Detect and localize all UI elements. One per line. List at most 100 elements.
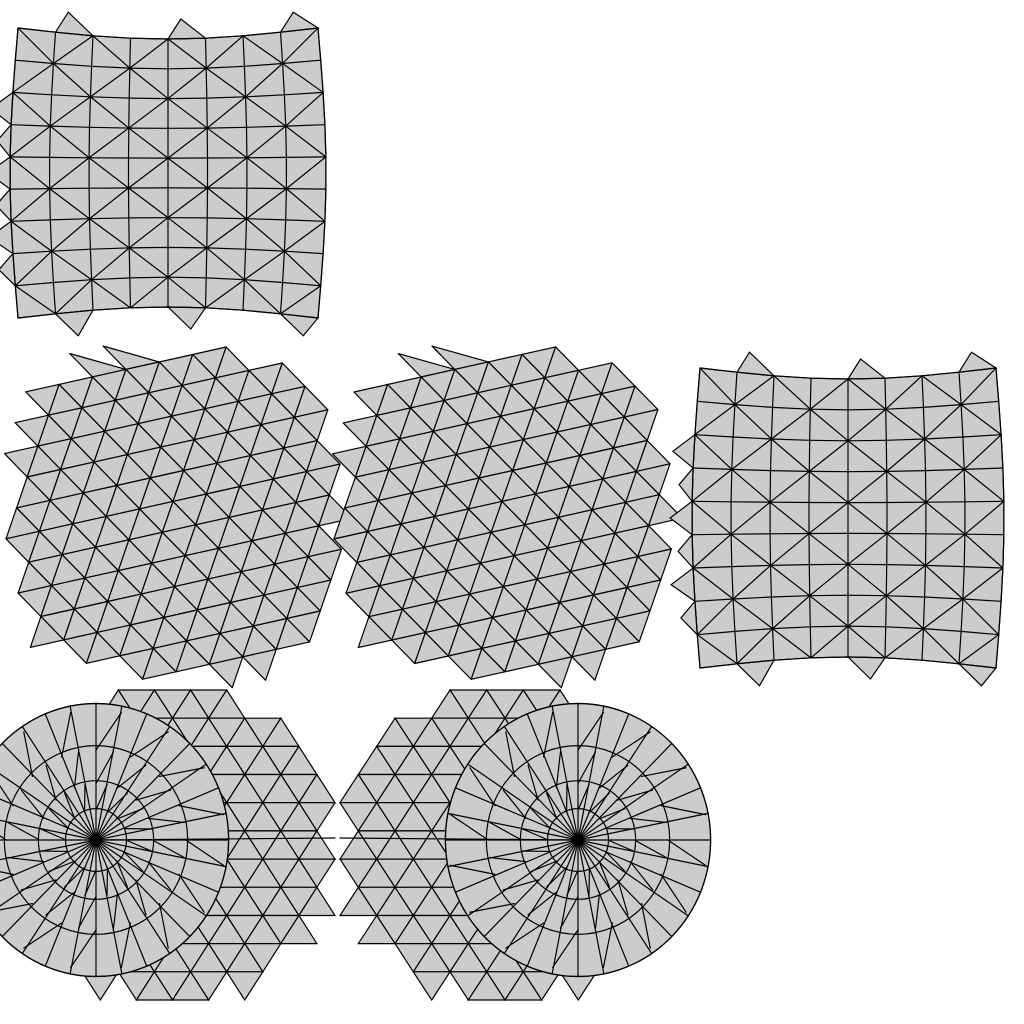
- mesh-edge: [128, 127, 169, 159]
- seam-edge: [339, 837, 579, 841]
- mesh-edge: [577, 711, 604, 751]
- mesh-edge: [958, 371, 966, 665]
- mesh-edge: [691, 367, 701, 669]
- mesh-edge: [54, 279, 93, 315]
- mesh-edge: [10, 220, 53, 252]
- mesh-edge: [135, 879, 147, 916]
- mesh-edge: [923, 438, 965, 471]
- mesh-edge: [530, 808, 551, 830]
- mesh-edge: [151, 839, 185, 859]
- mesh-edge: [49, 96, 92, 127]
- mesh-edge: [64, 792, 76, 820]
- mesh-edge: [52, 35, 94, 65]
- island-top-left: [0, 11, 327, 337]
- mesh-edge: [884, 628, 924, 659]
- mesh-edge: [106, 792, 128, 813]
- mesh-edge: [23, 922, 63, 949]
- mesh-edge: [847, 563, 887, 597]
- mesh-face: [242, 648, 277, 681]
- mesh-edge: [808, 532, 849, 565]
- mesh-edge: [9, 125, 51, 158]
- mesh-edge: [178, 873, 205, 913]
- mesh-edge: [964, 500, 1005, 535]
- mesh-face: [338, 886, 378, 917]
- mesh-edge: [963, 434, 1002, 471]
- mesh-edge: [885, 595, 924, 630]
- mesh-edge: [77, 895, 97, 929]
- mesh-edge: [546, 792, 558, 820]
- mesh-edge: [206, 218, 248, 249]
- mesh-edge: [847, 408, 887, 442]
- pole-spoke: [551, 705, 579, 841]
- mesh-edge: [543, 711, 554, 758]
- pole-spoke: [0, 773, 97, 841]
- mesh-edge: [64, 867, 86, 888]
- mesh-edge: [245, 218, 285, 252]
- pole-spoke: [577, 839, 605, 975]
- mesh-edge: [48, 188, 91, 220]
- mesh-edge: [205, 35, 244, 69]
- mesh-edge: [489, 856, 527, 863]
- pole-spoke: [95, 839, 220, 893]
- pole-spoke: [577, 839, 689, 917]
- mesh-edge: [167, 217, 208, 249]
- pole-spoke: [95, 812, 227, 841]
- pole-spoke: [503, 839, 579, 955]
- mesh-edge: [449, 864, 496, 875]
- mesh-edge: [962, 567, 1004, 600]
- pole-spoke: [0, 798, 97, 841]
- mesh-edge: [317, 27, 327, 319]
- pole-spoke: [447, 812, 579, 841]
- mesh-edge: [594, 891, 601, 929]
- mesh-edge: [958, 634, 1000, 665]
- mesh-edge: [769, 375, 775, 661]
- pole-spoke: [44, 713, 97, 841]
- mesh-edge: [527, 891, 557, 916]
- pole-spoke: [526, 839, 579, 967]
- mesh-edge: [243, 250, 285, 281]
- pole-spoke: [0, 819, 97, 841]
- seam-edge: [95, 837, 336, 841]
- mesh-edge: [886, 532, 927, 567]
- mesh-edge: [730, 371, 738, 665]
- mesh-edge: [598, 808, 626, 820]
- mesh-edge: [960, 404, 1002, 436]
- pole-spoke: [0, 839, 97, 882]
- pole-spoke: [1, 742, 97, 841]
- mesh-edge: [285, 125, 327, 158]
- mesh-edge: [61, 711, 72, 758]
- mesh-edge: [530, 860, 558, 872]
- pole-spoke: [21, 839, 97, 955]
- mesh-edge: [52, 62, 92, 98]
- mesh-edge: [599, 764, 629, 789]
- pole-spoke: [577, 839, 709, 868]
- pole-spoke: [577, 787, 702, 841]
- pole-spoke: [95, 787, 220, 841]
- mesh-edge: [809, 563, 849, 597]
- mesh-edge: [204, 37, 209, 309]
- mesh-edge: [617, 789, 654, 801]
- mesh-edge: [12, 91, 51, 127]
- pole-spoke: [577, 713, 630, 841]
- mesh-edge: [45, 891, 75, 916]
- pole-spoke: [95, 705, 123, 841]
- pole-spoke: [577, 812, 709, 841]
- mesh-edge: [73, 751, 80, 789]
- mesh-edge: [995, 367, 1005, 669]
- mesh-edge: [48, 157, 90, 190]
- mesh-edge: [20, 789, 45, 819]
- mesh-edge: [629, 817, 667, 824]
- mesh-edge: [922, 598, 964, 630]
- mesh-edge: [127, 157, 169, 189]
- mesh-edge: [546, 867, 568, 888]
- mesh-edge: [45, 764, 57, 801]
- mesh-edge: [128, 217, 169, 249]
- mesh-edge: [449, 814, 489, 841]
- mesh-edge: [884, 377, 888, 659]
- mesh-edge: [629, 861, 654, 891]
- pole-spoke: [95, 839, 191, 938]
- mesh-edge: [123, 850, 144, 872]
- pole-spoke: [483, 742, 579, 841]
- mesh-edge: [731, 438, 773, 471]
- mesh-face: [142, 647, 177, 680]
